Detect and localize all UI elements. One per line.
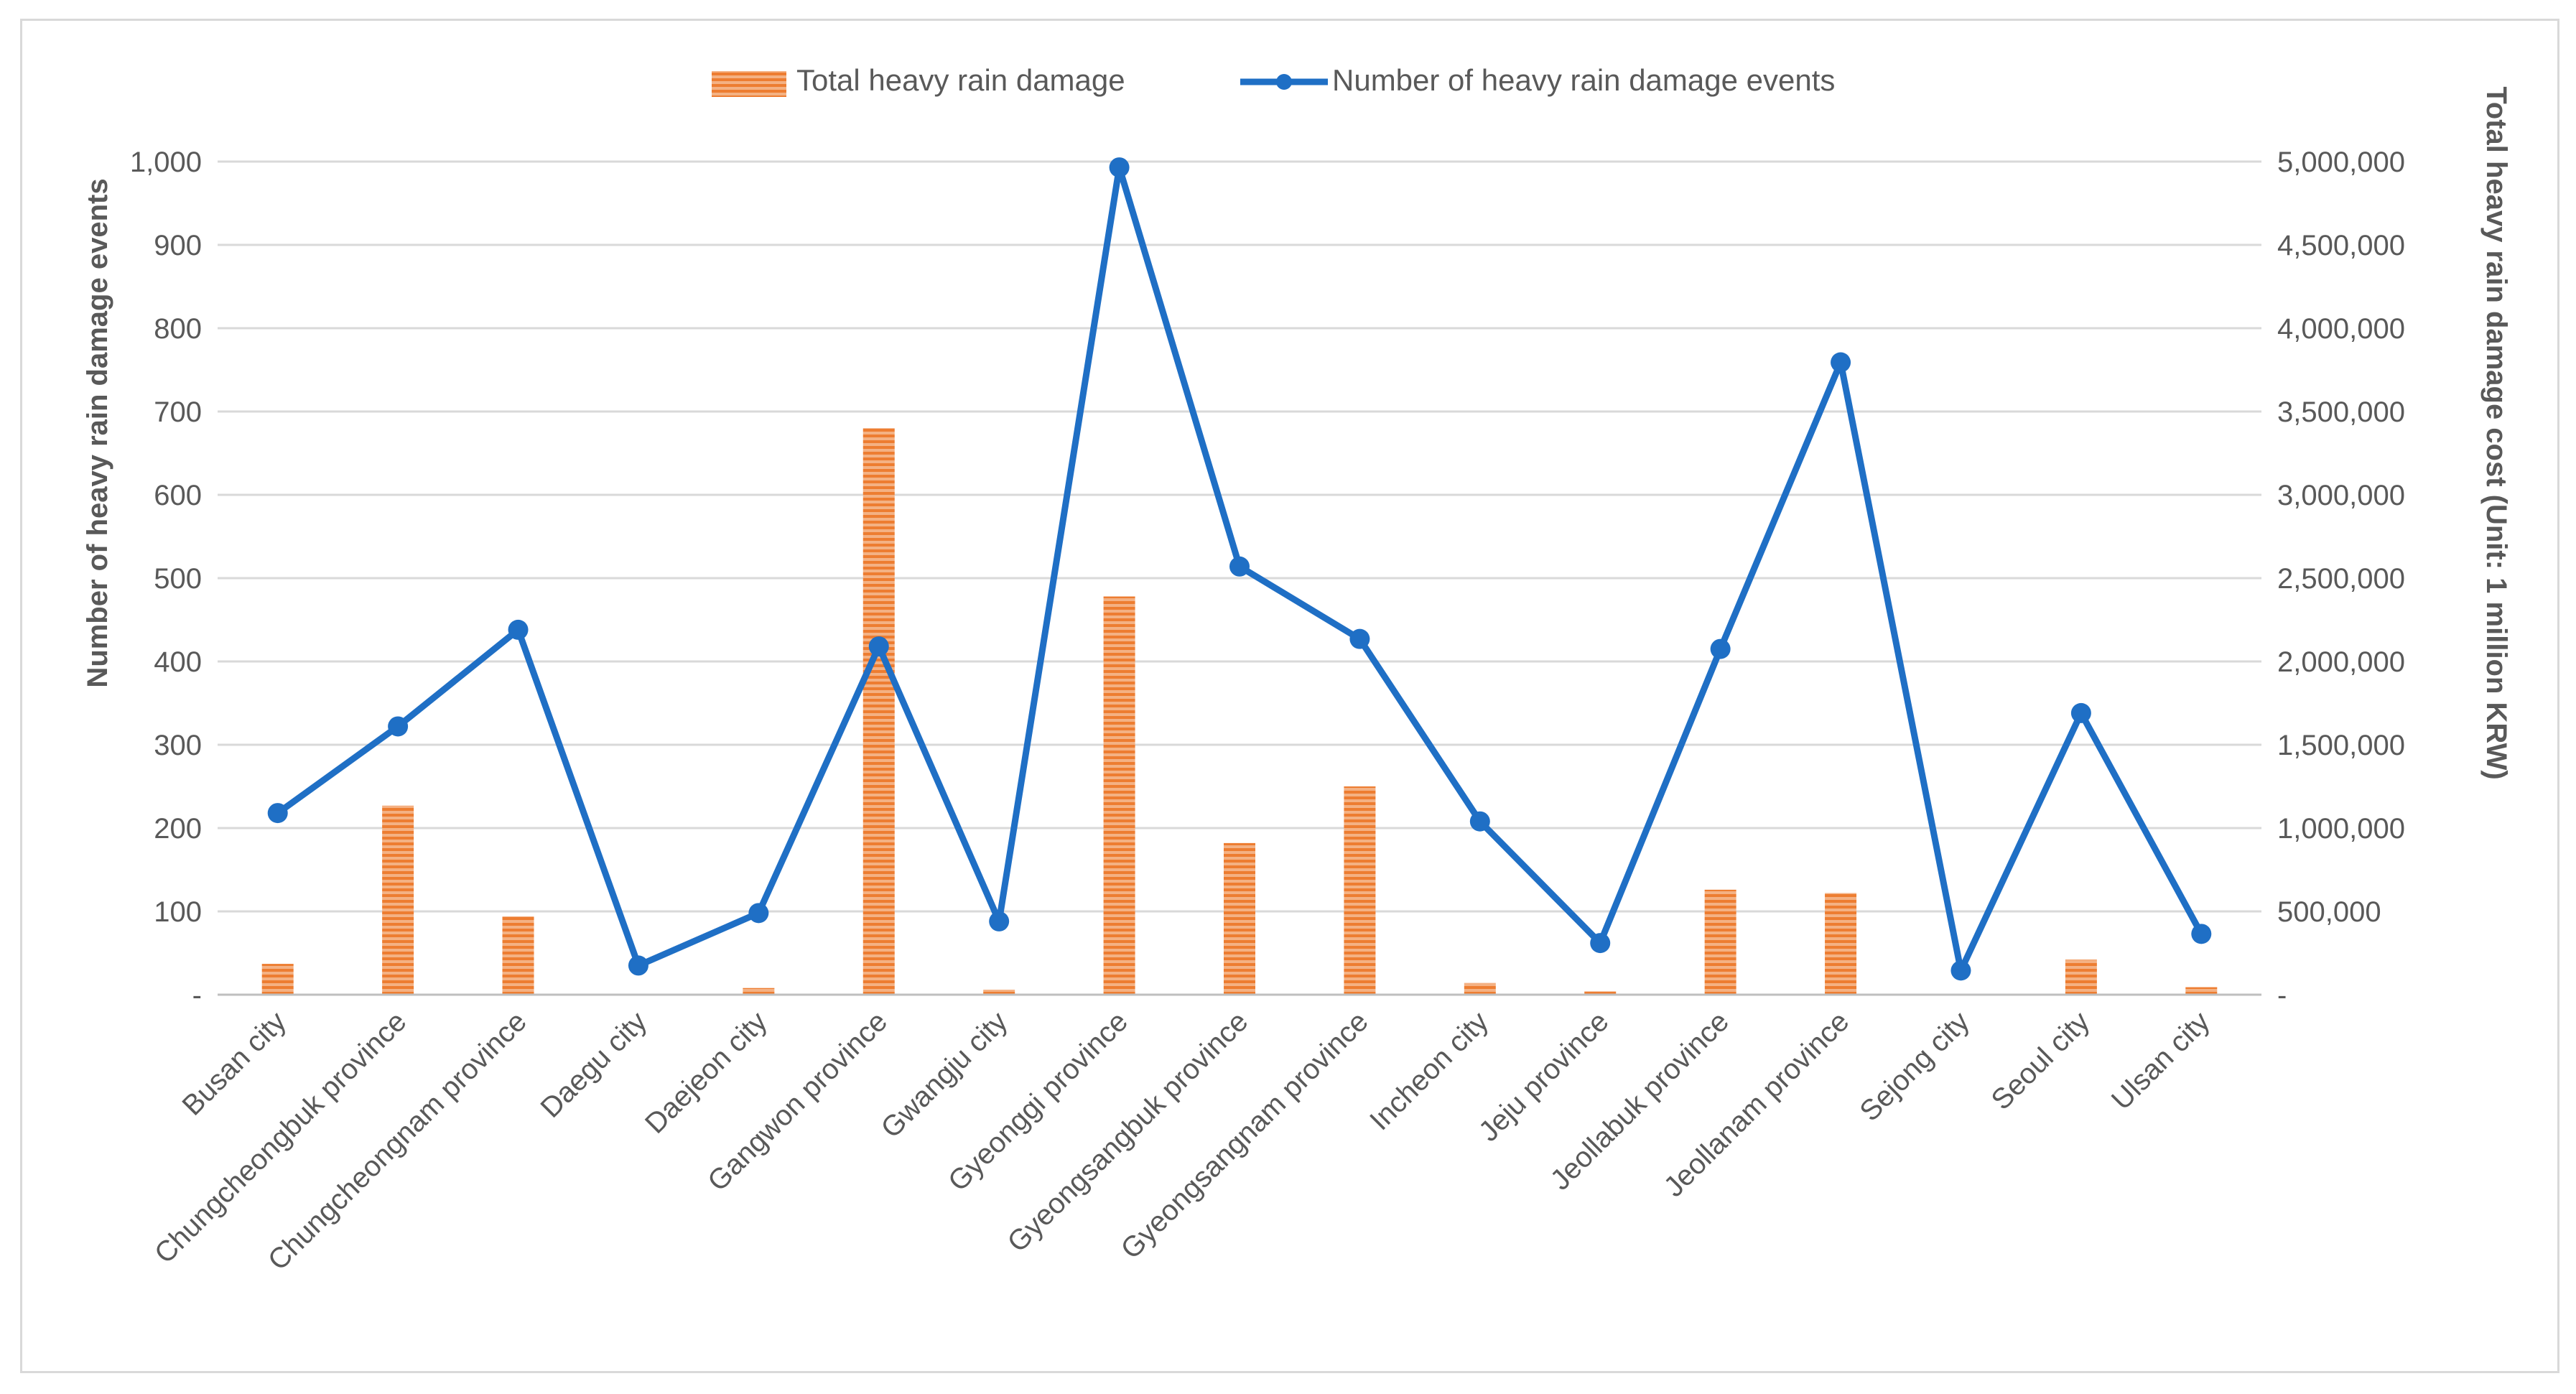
legend: Total heavy rain damage Number of heavy … [712,63,1835,97]
line-point [1950,960,1971,981]
y-tick-label-right: 5,000,000 [2277,147,2405,178]
bar [983,990,1015,995]
y-tick-label-right: 500,000 [2277,896,2381,928]
y-tick-label-right: 3,000,000 [2277,480,2405,511]
y-tick-label-right: 4,500,000 [2277,230,2405,261]
x-tick-label: Chungcheongbuk province [149,1005,413,1270]
y-tick-label-left: 400 [154,646,202,678]
bar [261,964,294,995]
y-axis-title-left: Number of heavy rain damage events [82,178,113,687]
y-tick-label-left: 1,000 [130,147,202,178]
line-point [1109,157,1130,178]
legend-label-line: Number of heavy rain damage events [1332,63,1835,97]
line-point [1349,628,1370,649]
bar [1584,991,1617,995]
bar-series [261,428,2218,995]
line-point [868,636,889,657]
line-point [1229,556,1250,577]
bar [1464,982,1496,995]
y-tick-label-left: 700 [154,396,202,428]
combo-chart: Total heavy rain damage Number of heavy … [82,63,2512,1276]
line-point [628,955,648,976]
bar [2185,987,2218,995]
y-tick-label-left: 600 [154,480,202,511]
y-tick-label-right: 4,000,000 [2277,313,2405,345]
bar [1825,893,1857,995]
y-tick-label-left: 800 [154,313,202,345]
line-point [1710,638,1731,659]
line-point [2070,702,2091,723]
y-tick-label-left: 300 [154,730,202,761]
bar [1224,842,1255,995]
line-point [388,716,409,737]
bar [743,988,775,995]
y-tick-label-right: - [2277,980,2287,1011]
x-tick-label: Daejeon city [639,1005,773,1140]
y-tick-label-left: 900 [154,230,202,261]
y-tick-label-left: 200 [154,813,202,845]
bar [1704,889,1736,995]
x-tick-label: Sejong city [1854,1005,1975,1127]
y-tick-label-right: 1,000,000 [2277,813,2405,845]
line-point [748,903,769,924]
x-tick-label: Seoul city [1986,1005,2096,1116]
x-tick-label: Gyeongsangnam province [1115,1005,1374,1265]
bar [2065,959,2097,995]
line-point [1469,811,1490,832]
legend-label-bar: Total heavy rain damage [796,63,1125,97]
line-series [267,157,2212,981]
line-point [1590,933,1611,954]
line-point [989,911,1010,931]
chart-frame: Total heavy rain damage Number of heavy … [20,19,2559,1373]
y-tick-label-right: 2,000,000 [2277,646,2405,678]
y-axis-title-right: Total heavy rain damage cost (Unit: 1 mi… [2480,86,2512,779]
bar [1103,596,1135,995]
bar [502,916,534,995]
x-tick-label: Incheon city [1364,1005,1494,1136]
bar [1344,786,1376,995]
gridlines [218,160,2261,913]
y-tick-label-right: 3,500,000 [2277,396,2405,428]
y-tick-label-right: 2,500,000 [2277,563,2405,595]
legend-swatch-marker [1276,74,1292,90]
y-tick-label-right: 1,500,000 [2277,730,2405,761]
y-tick-label-left: - [192,980,202,1011]
line-point [1831,352,1851,373]
bar [862,428,895,995]
line-point [508,619,529,640]
x-tick-label: Gyeongsangbuk province [1001,1005,1254,1258]
x-tick-label: Daegu city [535,1005,654,1124]
axes: - - 100 500,000 200 1,000,000 300 1,500,000 400 2… [130,147,2405,1276]
bar [382,805,414,995]
line-point [2191,924,2212,944]
legend-swatch-bar [712,71,786,97]
x-tick-label: Ulsan city [2106,1005,2216,1116]
y-tick-label-left: 500 [154,563,202,595]
line-point [267,803,288,824]
y-tick-label-left: 100 [154,896,202,928]
x-tick-label: Chungcheongnam province [262,1005,533,1276]
x-tick-label: Busan city [176,1005,292,1122]
